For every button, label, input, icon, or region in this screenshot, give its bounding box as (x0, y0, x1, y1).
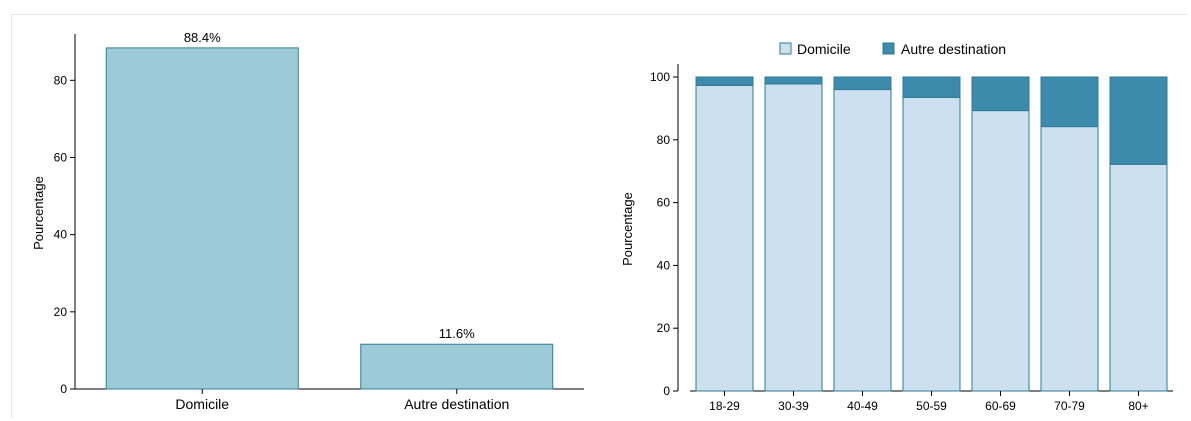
left-bars (105, 47, 554, 390)
left-y-tick-label: 40 (54, 228, 68, 242)
bar-domicile (105, 47, 299, 390)
left-y-tick-label: 80 (54, 73, 68, 87)
data-label: 88.4% (184, 30, 221, 45)
left-y-axis-title: Pourcentage (31, 176, 46, 250)
bar-autre-destination (360, 343, 554, 390)
left-x-tick-label: Autre destination (404, 396, 509, 412)
figure-frame (11, 14, 1187, 418)
left-y-tick-label: 60 (54, 150, 68, 164)
left-y-tick-label: 20 (54, 305, 68, 319)
data-label: 11.6% (439, 326, 475, 341)
left-x-tick-label: Domicile (175, 396, 229, 412)
chart-overall-destination: 0 20 40 60 80 88.4% Domicile 11.6% Autre destin… (31, 30, 584, 412)
left-y-tick-label: 0 (60, 382, 67, 396)
left-labels: 88.4% Domicile 11.6% Autre destination (175, 30, 509, 412)
